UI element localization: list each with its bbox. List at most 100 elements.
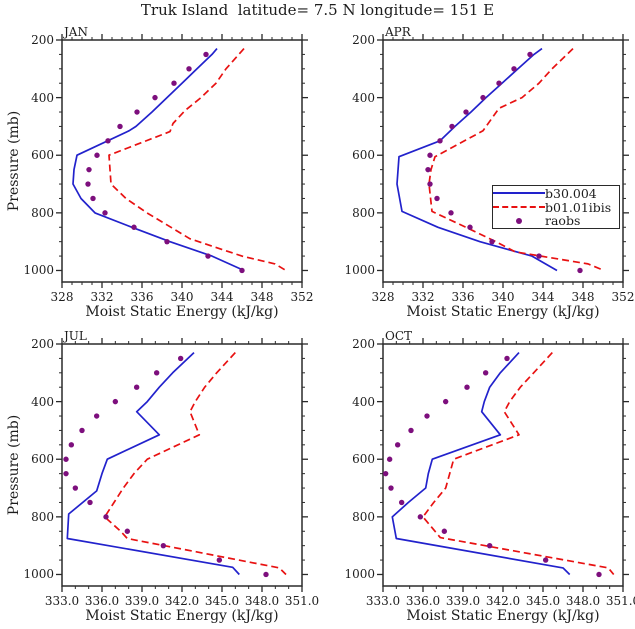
x-tick-label: 342.0	[485, 594, 521, 608]
raobs-dot	[424, 413, 430, 419]
raobs-dot	[68, 442, 75, 448]
y-tick-label: 600	[31, 452, 54, 467]
y-tick-label: 200	[31, 33, 54, 47]
raobs-dot	[596, 571, 602, 578]
y-tick-label: 400	[31, 394, 54, 409]
raobs-dot	[239, 267, 245, 274]
raobs-dot	[186, 66, 192, 72]
raobs-dot	[394, 442, 401, 448]
y-tick-label: 600	[31, 148, 54, 163]
solid-line-sample-icon	[493, 192, 545, 195]
x-axis-title-oct: Moist Static Energy (kJ/kg)	[406, 608, 600, 624]
raobs-dot	[527, 51, 533, 58]
raobs-dot	[94, 152, 100, 158]
raobs-dot	[427, 152, 433, 158]
x-axis-title-jan: Moist Static Energy (kJ/kg)	[85, 304, 279, 320]
raobs-dot	[205, 253, 211, 259]
x-axis-title-apr: Moist Static Energy (kJ/kg)	[406, 304, 600, 320]
raobs-dot	[152, 94, 158, 101]
series-line-b01.01ibis	[428, 47, 605, 272]
y-tick-label: 200	[352, 33, 375, 47]
raobs-dot	[87, 499, 93, 506]
series-line-b01.01ibis	[108, 48, 287, 272]
raobs-dot	[408, 427, 414, 434]
y-tick-label: 800	[352, 205, 375, 220]
y-tick-label: 1000	[344, 567, 375, 582]
dot-sample-icon	[493, 217, 545, 224]
x-tick-label: 333.0	[365, 594, 401, 608]
raobs-dot	[448, 210, 454, 216]
panel-title-jul: JUL	[64, 329, 87, 343]
series-line-b30.004	[396, 47, 558, 272]
raobs-dot	[86, 166, 92, 173]
series-line-b30.004	[391, 352, 571, 576]
raobs-dot	[427, 181, 433, 187]
raobs-dot	[489, 238, 495, 245]
raobs-dot	[463, 109, 469, 115]
legend-item-b0101ibis: b01.01ibis	[493, 201, 619, 214]
raobs-dot	[386, 456, 393, 462]
raobs-dot	[72, 485, 79, 491]
raobs-dot	[160, 542, 167, 549]
y-tick-label: 200	[352, 337, 375, 351]
raobs-dot	[467, 224, 473, 230]
panel-title-oct: OCT	[385, 329, 413, 343]
x-tick-label: 351.0	[284, 594, 320, 608]
x-tick-label: 332	[90, 290, 114, 304]
raobs-dot	[486, 542, 493, 549]
raobs-dot	[441, 528, 448, 534]
raobs-dot	[105, 138, 111, 144]
x-tick-label: 344	[210, 290, 234, 304]
plot-canvas-jan	[56, 34, 308, 288]
x-tick-label: 348	[250, 290, 274, 304]
raobs-dot	[398, 499, 405, 506]
raobs-dot	[577, 267, 583, 274]
legend-label: raobs	[545, 213, 581, 229]
y-tick-label: 400	[352, 90, 375, 105]
raobs-dot	[542, 557, 549, 563]
raobs-dot	[437, 138, 443, 144]
x-tick-label: 342.0	[164, 594, 200, 608]
panel-title-jan: JAN	[64, 25, 88, 39]
y-tick-label: 800	[31, 509, 54, 524]
series-line-b01.01ibis	[422, 352, 615, 576]
raobs-dot	[164, 238, 170, 245]
y-tick-label: 1000	[23, 263, 54, 278]
series-line-b30.004	[72, 48, 245, 272]
plot-frame	[61, 343, 303, 587]
raobs-dot	[417, 514, 424, 520]
raobs-dot	[79, 427, 85, 434]
raobs-dot	[124, 528, 131, 534]
y-tick-label: 800	[31, 205, 54, 220]
x-tick-label: 333.0	[44, 594, 80, 608]
y-tick-label: 600	[352, 452, 375, 467]
raobs-dot	[536, 253, 542, 259]
series-line-b01.01ibis	[103, 352, 287, 576]
raobs-dot	[425, 166, 431, 173]
x-tick-label: 345.0	[204, 594, 240, 608]
plot-canvas-apr	[377, 34, 629, 288]
y-tick-label: 400	[31, 90, 54, 105]
x-tick-label: 340	[491, 290, 515, 304]
raobs-dot	[93, 413, 100, 419]
x-axis-title-jul: Moist Static Energy (kJ/kg)	[85, 608, 279, 624]
raobs-dot	[85, 181, 91, 187]
x-tick-label: 339.0	[445, 594, 481, 608]
raobs-dot	[434, 195, 440, 202]
legend-label: b01.01ibis	[545, 199, 612, 215]
dashed-line-sample-icon	[493, 206, 545, 208]
legend: b30.004 b01.01ibis raobs	[492, 185, 620, 229]
raobs-dot	[449, 123, 455, 130]
y-tick-label: 1000	[344, 263, 375, 278]
raobs-dot	[382, 470, 389, 477]
x-tick-label: 348.0	[244, 594, 280, 608]
y-tick-label: 800	[352, 509, 375, 524]
raobs-dot	[134, 109, 140, 115]
x-tick-label: 352	[290, 290, 314, 304]
raobs-dot	[511, 66, 517, 72]
legend-item-raobs: raobs	[493, 214, 619, 227]
raobs-dot	[496, 80, 502, 86]
raobs-dot	[103, 514, 109, 520]
plot-canvas-jul	[56, 338, 308, 592]
x-tick-label: 344	[531, 290, 555, 304]
